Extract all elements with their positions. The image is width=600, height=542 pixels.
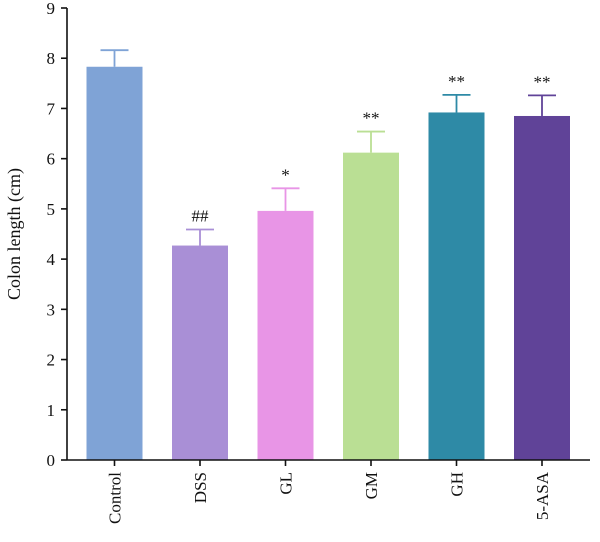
labels-layer: Control ## DSS * GL ** GM ** GH ** 5-ASA 0 1 2 3 4 5 6 7 8 9 xyxy=(47,0,553,524)
y-axis-title: Colon length (cm) xyxy=(4,168,25,300)
x-tick-label-dss: DSS xyxy=(191,472,210,503)
y-tick-label-3: 3 xyxy=(47,300,56,319)
y-tick-label-7: 7 xyxy=(47,99,56,118)
significance-label-5-asa: ** xyxy=(534,72,551,91)
y-tick-label-8: 8 xyxy=(47,49,56,68)
significance-label-gh: ** xyxy=(448,72,465,91)
error-bars-layer xyxy=(100,49,556,246)
x-tick-label-control: Control xyxy=(106,472,125,524)
bar-gh xyxy=(428,112,485,460)
bars-layer xyxy=(86,66,570,460)
y-tick-label-4: 4 xyxy=(47,250,56,269)
bar-gm xyxy=(343,152,399,460)
bar-gl xyxy=(257,210,314,460)
significance-label-dss: ## xyxy=(192,206,210,225)
y-tick-label-5: 5 xyxy=(47,200,56,219)
bar-control xyxy=(86,66,143,460)
bar-dss xyxy=(172,245,228,460)
y-tick-label-0: 0 xyxy=(47,451,56,470)
y-tick-label-6: 6 xyxy=(47,150,56,169)
y-tick-label-2: 2 xyxy=(47,351,56,370)
significance-label-gm: ** xyxy=(363,109,380,128)
axes-layer xyxy=(61,7,590,466)
bar-5-asa xyxy=(514,115,570,460)
y-tick-label-9: 9 xyxy=(47,0,56,18)
x-tick-label-5-asa: 5-ASA xyxy=(533,471,552,520)
x-tick-label-gm: GM xyxy=(362,472,381,499)
x-tick-label-gh: GH xyxy=(448,472,467,497)
x-tick-label-gl: GL xyxy=(277,472,296,495)
significance-label-gl: * xyxy=(281,165,290,184)
y-tick-label-1: 1 xyxy=(47,401,56,420)
